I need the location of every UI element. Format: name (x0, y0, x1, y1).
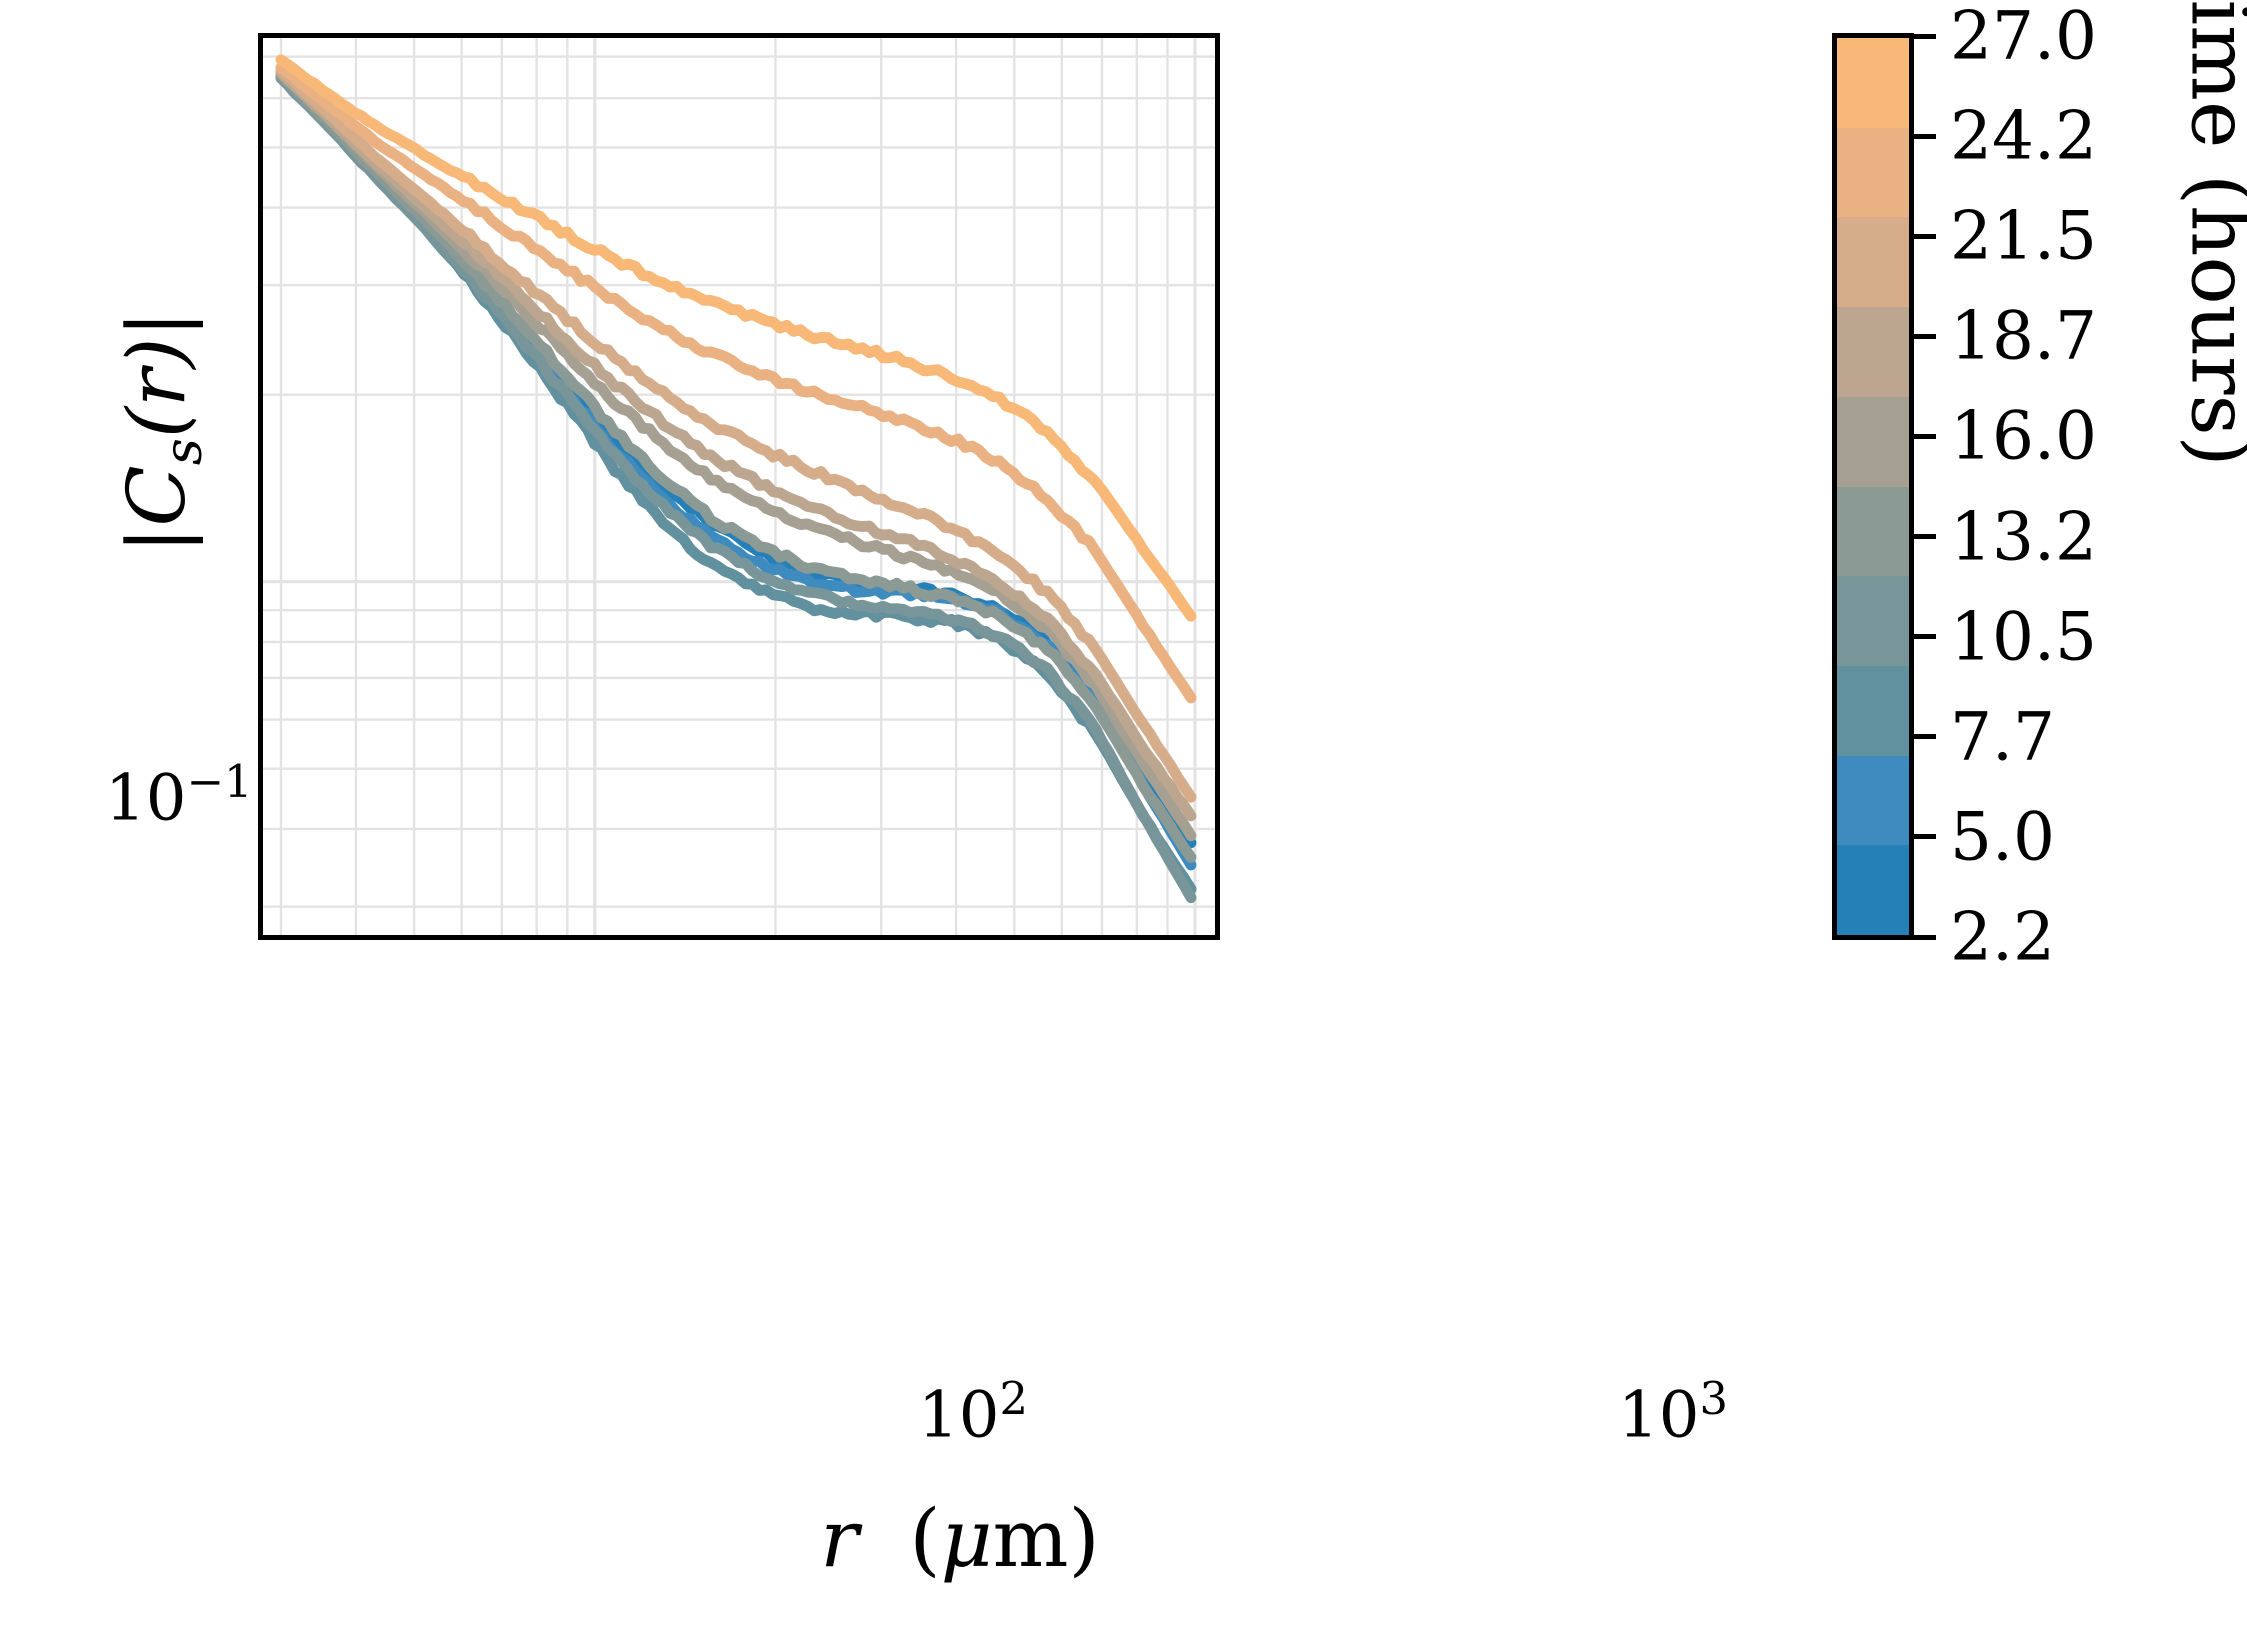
colorbar-tick (1914, 934, 1936, 940)
y-axis-label: |Cs(r)| (110, 152, 214, 712)
colorbar-band (1837, 845, 1909, 936)
colorbar-band (1837, 217, 1909, 308)
series-line (275, 67, 1197, 822)
colorbar-tick-label: 16.0 (1950, 397, 2097, 475)
colorbar-tick (1914, 133, 1936, 139)
x-axis-unit-mu: μ (940, 1492, 993, 1585)
series-line (275, 64, 1197, 803)
colorbar-tick-label: 2.2 (1950, 898, 2055, 976)
colorbar-tick-label: 13.2 (1950, 498, 2097, 576)
x-axis-variable: r (820, 1492, 859, 1585)
colorbar-tick-label: 10.5 (1950, 598, 2097, 676)
x-axis-label: r (μm) (820, 1492, 1100, 1585)
y-tick-exponent: −1 (186, 755, 253, 808)
colorbar-tick (1914, 834, 1936, 840)
colorbar-tick (1914, 33, 1936, 39)
colorbar-band (1837, 38, 1909, 128)
colorbar-tick (1914, 233, 1936, 239)
colorbar-tick-label: 24.2 (1950, 97, 2097, 175)
colorbar-band (1837, 486, 1909, 577)
x-tick-label-0: 102 (918, 1372, 1028, 1453)
colorbar-title: Time (hours) (2173, 0, 2247, 467)
colorbar-band (1837, 755, 1909, 846)
colorbar-tick-labels: 27.0 24.2 21.5 18.7 16.0 13.2 10.5 7.7 5.0 2.2 (1950, 0, 2180, 976)
x-tick-exponent-0: 2 (999, 1372, 1028, 1425)
series-line (275, 54, 1197, 622)
colorbar-tick (1914, 433, 1936, 439)
data-curves (275, 54, 1197, 904)
plot-axes (258, 33, 1220, 940)
colorbar-band (1837, 576, 1909, 666)
colorbar-tick-label: 18.7 (1950, 297, 2097, 375)
series-line (275, 70, 1197, 863)
colorbar-tick (1914, 734, 1936, 740)
colorbar-tick (1914, 534, 1936, 540)
colorbar-band (1837, 665, 1909, 756)
colorbar-gradient (1832, 33, 1914, 940)
colorbar-tick-label: 27.0 (1950, 0, 2097, 75)
y-axis-label-text: |Cs(r)| (110, 310, 214, 554)
colorbar-tick (1914, 634, 1936, 640)
series-line (275, 62, 1197, 704)
y-tick-label-0: 10−1 (105, 755, 253, 836)
x-tick-exponent-1: 3 (1699, 1372, 1728, 1425)
x-tick-label-1: 103 (1618, 1372, 1728, 1453)
colorbar-tick (1914, 333, 1936, 339)
colorbar-tick-label: 21.5 (1950, 197, 2097, 275)
colorbar-band (1837, 127, 1909, 218)
colorbar-band (1837, 396, 1909, 487)
series-line (275, 72, 1197, 904)
colorbar-tick-label: 5.0 (1950, 798, 2055, 876)
colorbar-tick-label: 7.7 (1950, 698, 2055, 776)
colorbar-band (1837, 307, 1909, 397)
colorbar-ticks (1914, 33, 1942, 940)
colorbar (1832, 33, 1936, 940)
